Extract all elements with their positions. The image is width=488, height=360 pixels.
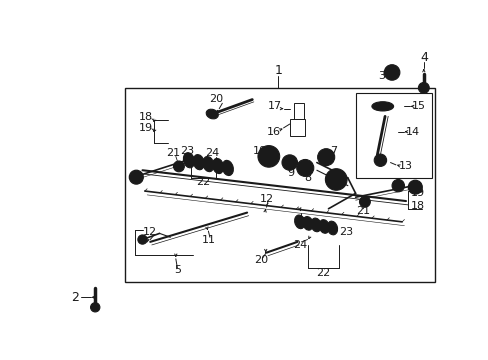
Circle shape	[359, 197, 369, 207]
Text: 12: 12	[143, 227, 157, 237]
Text: 9: 9	[286, 167, 293, 177]
Circle shape	[373, 154, 386, 166]
Text: 18: 18	[410, 202, 424, 211]
Circle shape	[133, 174, 139, 180]
Text: 20: 20	[253, 255, 267, 265]
Circle shape	[285, 159, 293, 166]
Circle shape	[301, 164, 308, 172]
Ellipse shape	[183, 153, 194, 168]
Text: 1: 1	[274, 64, 282, 77]
Text: 3: 3	[377, 71, 384, 81]
Text: 19: 19	[139, 123, 153, 133]
Circle shape	[330, 174, 341, 185]
Circle shape	[173, 161, 184, 172]
Circle shape	[129, 170, 143, 184]
Ellipse shape	[294, 215, 305, 229]
Ellipse shape	[326, 221, 337, 235]
Text: 2: 2	[71, 291, 79, 304]
Text: 24: 24	[204, 148, 219, 158]
Circle shape	[387, 69, 395, 76]
Ellipse shape	[212, 158, 223, 174]
Ellipse shape	[302, 217, 312, 230]
Circle shape	[138, 235, 147, 244]
Ellipse shape	[318, 220, 329, 233]
Bar	[124, 88, 434, 282]
Text: 23: 23	[339, 227, 353, 237]
Text: 21: 21	[356, 206, 370, 216]
Text: 22: 22	[196, 177, 210, 187]
Bar	[355, 93, 431, 178]
Bar	[289, 119, 305, 136]
Circle shape	[325, 169, 346, 190]
Ellipse shape	[193, 154, 204, 170]
Circle shape	[395, 183, 400, 188]
Circle shape	[176, 164, 181, 169]
Text: 23: 23	[180, 146, 194, 156]
Text: 7: 7	[330, 146, 337, 156]
Text: 13: 13	[398, 161, 412, 171]
Circle shape	[90, 303, 100, 312]
Text: 11: 11	[201, 235, 215, 244]
Ellipse shape	[310, 218, 321, 232]
Text: 24: 24	[292, 240, 306, 250]
Text: 20: 20	[209, 94, 223, 104]
Circle shape	[391, 180, 404, 192]
Text: 15: 15	[411, 101, 426, 111]
Text: 10: 10	[252, 146, 266, 156]
Text: 19: 19	[410, 188, 424, 198]
Text: 14: 14	[405, 127, 419, 137]
Circle shape	[407, 180, 422, 194]
Ellipse shape	[203, 157, 214, 172]
Text: 5: 5	[174, 265, 181, 275]
Text: 18: 18	[139, 112, 153, 122]
Text: 6: 6	[297, 217, 304, 227]
Ellipse shape	[376, 104, 388, 109]
Bar	[293, 103, 304, 119]
Ellipse shape	[206, 109, 218, 119]
Text: 22: 22	[315, 269, 329, 278]
Text: 4: 4	[419, 50, 427, 64]
Circle shape	[282, 155, 297, 170]
Text: 12: 12	[259, 194, 273, 204]
Circle shape	[263, 151, 274, 162]
Text: 8: 8	[304, 173, 310, 183]
Text: 17: 17	[267, 101, 282, 111]
Text: 16: 16	[267, 127, 281, 137]
Circle shape	[317, 149, 334, 166]
Circle shape	[258, 145, 279, 167]
Circle shape	[362, 199, 366, 204]
Circle shape	[418, 82, 428, 93]
Circle shape	[296, 159, 313, 176]
Ellipse shape	[222, 160, 233, 176]
Ellipse shape	[371, 102, 393, 111]
Text: 21: 21	[166, 148, 180, 158]
Circle shape	[411, 184, 418, 190]
Circle shape	[377, 157, 383, 163]
Circle shape	[384, 65, 399, 80]
Circle shape	[322, 153, 329, 161]
